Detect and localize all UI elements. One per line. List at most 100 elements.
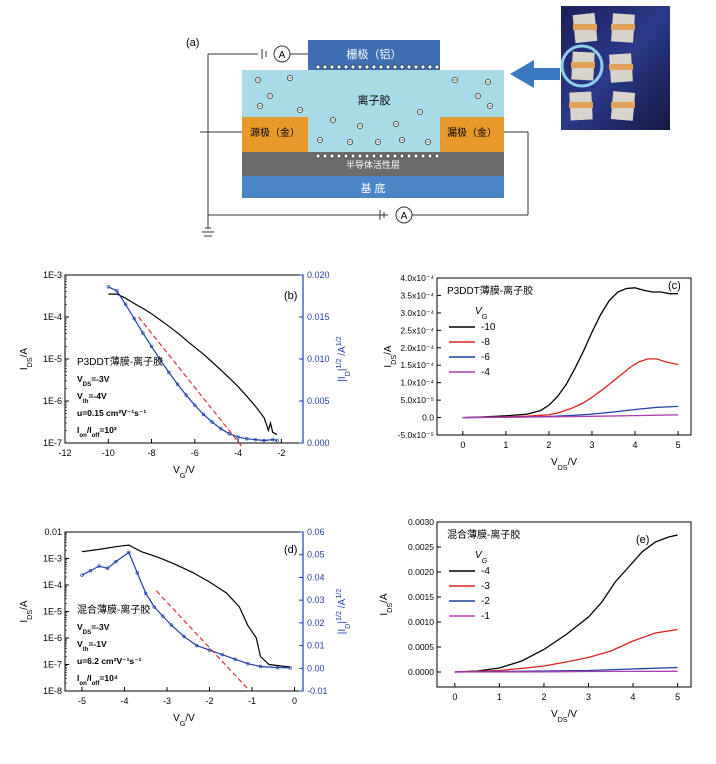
- series-line-1: [108, 286, 278, 442]
- ion-dot: [315, 64, 321, 70]
- ion-dot: [364, 153, 370, 159]
- series-point: [258, 664, 263, 669]
- series-point: [236, 435, 240, 439]
- series-point: [182, 634, 186, 639]
- y2-tick-label: 0.000: [307, 438, 330, 448]
- substrate-label: 基 底: [360, 181, 385, 195]
- x-tick-label: -8: [148, 448, 156, 458]
- series-point: [246, 662, 250, 666]
- chart-panel-d: -5 -4 -3 -2 -1 0 1E-8 1E-7 1E-6 1E-5 1E-4 1E-3 0.01 -…: [19, 527, 352, 728]
- x-axis-label: VG/V: [173, 465, 195, 480]
- annotation-line: Ion/Ioff=10⁴: [77, 673, 118, 687]
- ion-dot: [385, 153, 391, 159]
- ion-dot: [371, 64, 377, 70]
- x-tick-label: 2: [541, 692, 546, 702]
- x-tick-label: -6: [191, 448, 199, 458]
- y-tick-label: 1E-6: [43, 396, 62, 406]
- ion-dot: [357, 153, 363, 159]
- legend-title-text: 混合薄膜-离子胶: [447, 528, 520, 541]
- series-line--10: [462, 287, 679, 419]
- ion-dot: [357, 64, 363, 70]
- series-point: [141, 331, 145, 335]
- ammeter-gate: A: [273, 45, 291, 63]
- series-point: [169, 623, 173, 627]
- ion-gel-label: 离子胶: [358, 93, 391, 107]
- x-tick-label: 4: [633, 440, 638, 450]
- ion-dot: [399, 64, 405, 70]
- y-tick-label: 1.0x10⁻⁴: [400, 378, 434, 388]
- series-point: [262, 438, 266, 443]
- source-label: 源极（金）: [250, 126, 300, 139]
- y-tick-label: 0.01: [44, 527, 62, 537]
- legend-entry-label: -4: [481, 566, 490, 577]
- series-line--4: [462, 414, 679, 419]
- ion-dot: [343, 64, 349, 70]
- plot-frame: [436, 521, 692, 688]
- ion-dot: [392, 64, 398, 70]
- schematic-panel: (a) A A: [186, 6, 670, 237]
- ion-dot: [343, 153, 349, 159]
- y2-tick-label: 0.06: [307, 527, 325, 537]
- series-point: [275, 438, 279, 443]
- ion-dot: [413, 64, 419, 70]
- legend-entry-label: -8: [481, 337, 490, 348]
- legend-entry-label: -1: [481, 611, 490, 622]
- panel-label-a: (a): [186, 37, 199, 49]
- chart-panel-c: 0 1 2 3 4 5 -5.0x10⁻⁵ 0.0 5.0x10⁻⁵ 1.0x10⁻⁴ 1.5x10…: [383, 273, 692, 472]
- series-point: [115, 289, 119, 293]
- drain-electrode: [440, 117, 504, 152]
- series-point: [210, 420, 214, 424]
- series-point: [132, 316, 136, 321]
- substrate-layer: [242, 176, 504, 198]
- ion-dot: [378, 64, 384, 70]
- x-axis-label: VDS/V: [551, 457, 577, 472]
- ion-dot: [336, 64, 342, 70]
- y-tick-label: 5.0x10⁻⁵: [400, 395, 434, 405]
- y2-tick-label: 0.02: [307, 618, 325, 628]
- legend-entry-label: -2: [481, 596, 490, 607]
- series-point: [80, 573, 84, 577]
- y2-tick-label: 0.010: [307, 354, 330, 364]
- x-tick-label: -5: [78, 696, 86, 706]
- series-point: [288, 666, 292, 670]
- series-point: [271, 437, 275, 442]
- annotation-line: u=0.15 cm²V⁻¹s⁻¹: [77, 408, 146, 418]
- photo-arrow: [510, 60, 560, 88]
- series-point: [152, 605, 156, 609]
- x-tick-label: 5: [676, 440, 681, 450]
- y2-tick-label: 0.01: [307, 641, 325, 651]
- y-tick-label: 0.0025: [408, 542, 434, 552]
- legend-header: VG: [475, 306, 488, 321]
- series-line--3: [454, 628, 678, 673]
- ion-dot: [427, 64, 433, 70]
- ion-dot: [420, 153, 426, 159]
- ammeter-drain: A: [395, 206, 413, 224]
- y2-axis-label: |ID|1/2 /A1/2: [334, 336, 352, 381]
- y-tick-label: 2.5x10⁻⁴: [400, 325, 434, 335]
- y-tick-label: 1E-4: [43, 312, 62, 322]
- series-point: [97, 564, 101, 568]
- series-point: [195, 643, 199, 648]
- legend-entry-label: -3: [481, 581, 490, 592]
- y-tick-label: 0.0000: [408, 667, 434, 677]
- ion-dot: [392, 153, 398, 159]
- panel-label-e: (e): [636, 534, 649, 546]
- series-point: [144, 591, 148, 596]
- x-tick-label: -12: [58, 448, 71, 458]
- series-point: [227, 432, 232, 436]
- y-tick-label: 1E-3: [43, 270, 62, 280]
- x-tick-label: -4: [120, 696, 128, 706]
- series-point: [201, 412, 206, 417]
- series-line-2: [155, 590, 251, 692]
- annotation-line: VDS=-3V: [77, 374, 110, 388]
- photo-highlight-circle: [560, 44, 604, 88]
- x-tick-label: 2: [546, 440, 551, 450]
- legend-entry-label: -6: [481, 352, 490, 363]
- y2-tick-label: 0.03: [307, 595, 325, 605]
- circuit-wires: [200, 49, 529, 237]
- series-line--4: [454, 534, 678, 673]
- panel-label-d: (d): [284, 544, 297, 556]
- annotation-line: u=6.2 cm²V⁻¹s⁻¹: [77, 656, 142, 666]
- y-tick-label: 3.5x10⁻⁴: [400, 290, 434, 300]
